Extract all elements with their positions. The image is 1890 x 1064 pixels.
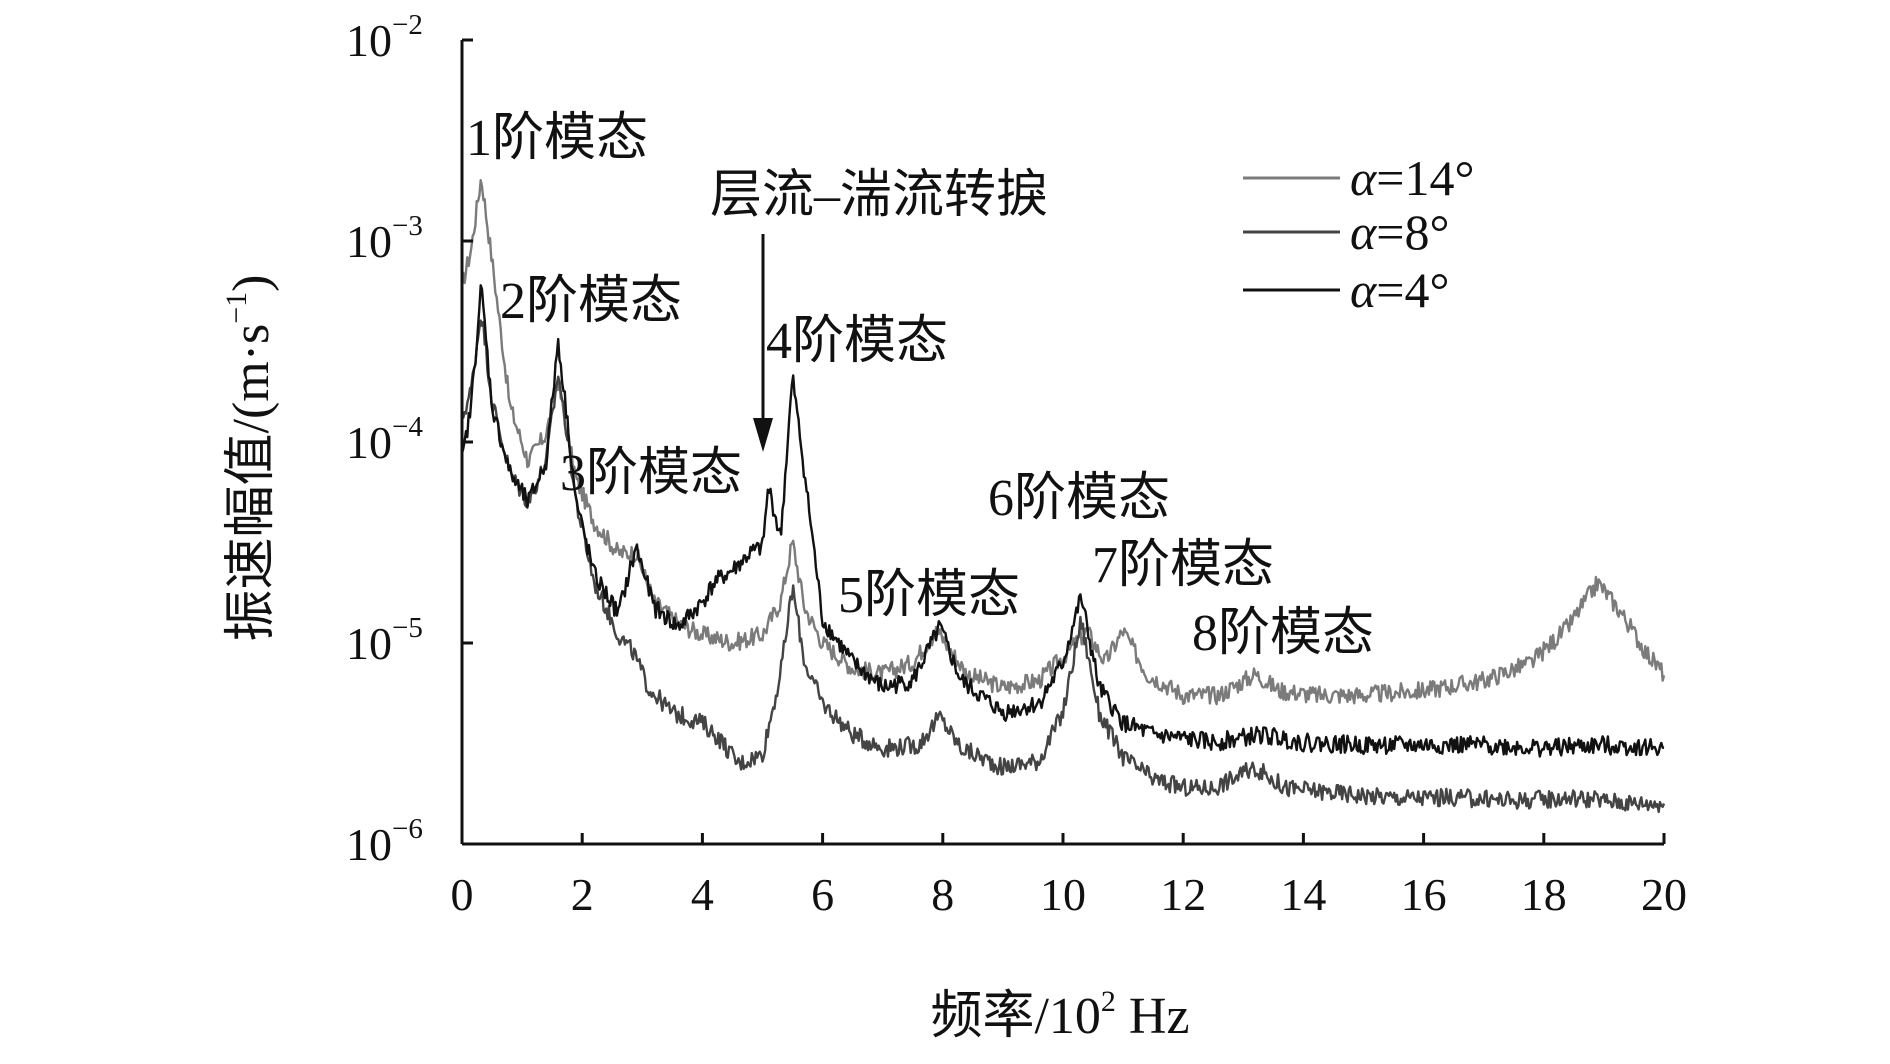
legend-label-4: α=4° <box>1350 262 1449 318</box>
y-tick-label: 10−6 <box>346 813 423 870</box>
x-axis-title: 频率/102 Hz <box>930 985 1189 1045</box>
y-tick-label: 10−3 <box>346 210 423 267</box>
x-tick-label: 0 <box>451 869 474 920</box>
x-tick-label: 20 <box>1641 869 1687 920</box>
ticks: 0 2 4 6 8 10 12 14 16 18 20 10−2 10−3 10−4 10−5 10−6 <box>346 9 1687 920</box>
x-tick-label: 4 <box>691 869 714 920</box>
series-layer <box>462 179 1666 814</box>
x-axis-title-tail: Hz <box>1116 988 1190 1045</box>
legend-label-14: α=14° <box>1350 150 1474 206</box>
annotation-mode-8: 8阶模态 <box>1192 605 1374 662</box>
x-tick-label: 14 <box>1280 869 1326 920</box>
annotation-mode-4: 4阶模态 <box>766 313 948 370</box>
transition-arrow-head <box>753 418 773 452</box>
x-axis-title-main: 频率/10 <box>930 988 1100 1045</box>
x-tick-label: 6 <box>811 869 834 920</box>
annotation-mode-7: 7阶模态 <box>1092 537 1274 594</box>
x-axis-title-sup: 2 <box>1101 985 1116 1018</box>
x-tick-label: 18 <box>1521 869 1567 920</box>
y-axis-title-sup: −1 <box>220 292 253 324</box>
annotation-mode-3: 3阶模态 <box>560 445 742 502</box>
x-tick-label: 16 <box>1401 869 1447 920</box>
y-tick-label: 10−5 <box>346 612 423 669</box>
y-axis-title-main: 振速幅值/(m·s <box>223 324 280 642</box>
annotation-mode-1: 1阶模态 <box>466 110 648 167</box>
series-line-1 <box>462 319 1666 814</box>
annotation-transition: 层流–湍流转捩 <box>710 167 1048 224</box>
series-line-0 <box>462 179 1666 706</box>
x-tick-label: 2 <box>571 869 594 920</box>
legend: α=14° α=8° α=4° <box>1243 150 1474 318</box>
annotation-mode-2: 2阶模态 <box>500 273 682 330</box>
x-tick-label: 12 <box>1160 869 1206 920</box>
annotations: 1阶模态 2阶模态 3阶模态 4阶模态 5阶模态 6阶模态 7阶模态 8阶模态 … <box>466 110 1374 662</box>
x-tick-label: 8 <box>931 869 954 920</box>
y-tick-label: 10−2 <box>346 9 423 66</box>
x-tick-label: 10 <box>1040 869 1086 920</box>
annotation-mode-5: 5阶模态 <box>838 567 1020 624</box>
series-line-2 <box>462 284 1665 758</box>
legend-label-8: α=8° <box>1350 204 1449 260</box>
y-axis-title: 振速幅值/(m·s−1) <box>220 274 280 641</box>
y-axis-title-tail: ) <box>223 274 280 291</box>
y-tick-label: 10−4 <box>346 411 423 468</box>
annotation-mode-6: 6阶模态 <box>988 470 1170 527</box>
